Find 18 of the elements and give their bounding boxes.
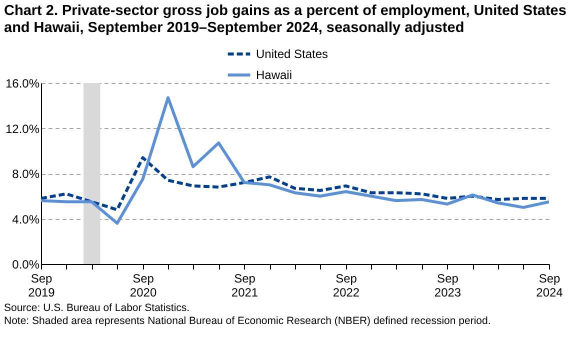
x-tick-label: Sep 2023	[434, 272, 462, 300]
x-tick-label: Sep 2021	[231, 272, 258, 300]
y-tick-label: 0.0%	[12, 258, 40, 272]
y-tick-label: 8.0%	[12, 167, 40, 181]
x-tick-label: Sep 2020	[130, 272, 157, 300]
chart-title: Chart 2. Private-sector gross job gains as a percent of employment, United States and Hawaii, September 2019–September 2024, seasonally adjusted	[3, 2, 568, 37]
y-tick-label: 12.0%	[5, 122, 40, 136]
legend-label: United States	[256, 47, 328, 61]
legend-label: Hawaii	[256, 68, 292, 82]
line-series	[41, 156, 549, 212]
y-tick-label: 16.0%	[5, 76, 40, 90]
x-tick-label: Sep 2024	[536, 272, 564, 300]
x-tick-label: Sep 2019	[28, 272, 56, 300]
x-tick-label: Sep 2022	[332, 272, 360, 300]
source-note: Source: U.S. Bureau of Labor Statistics.	[4, 302, 191, 315]
y-tick-label: 4.0%	[12, 212, 40, 226]
text: Note: Shaded area represents National Bureau of Economic Research (NBER) defined recession period.	[4, 315, 492, 328]
line-series	[41, 96, 549, 225]
